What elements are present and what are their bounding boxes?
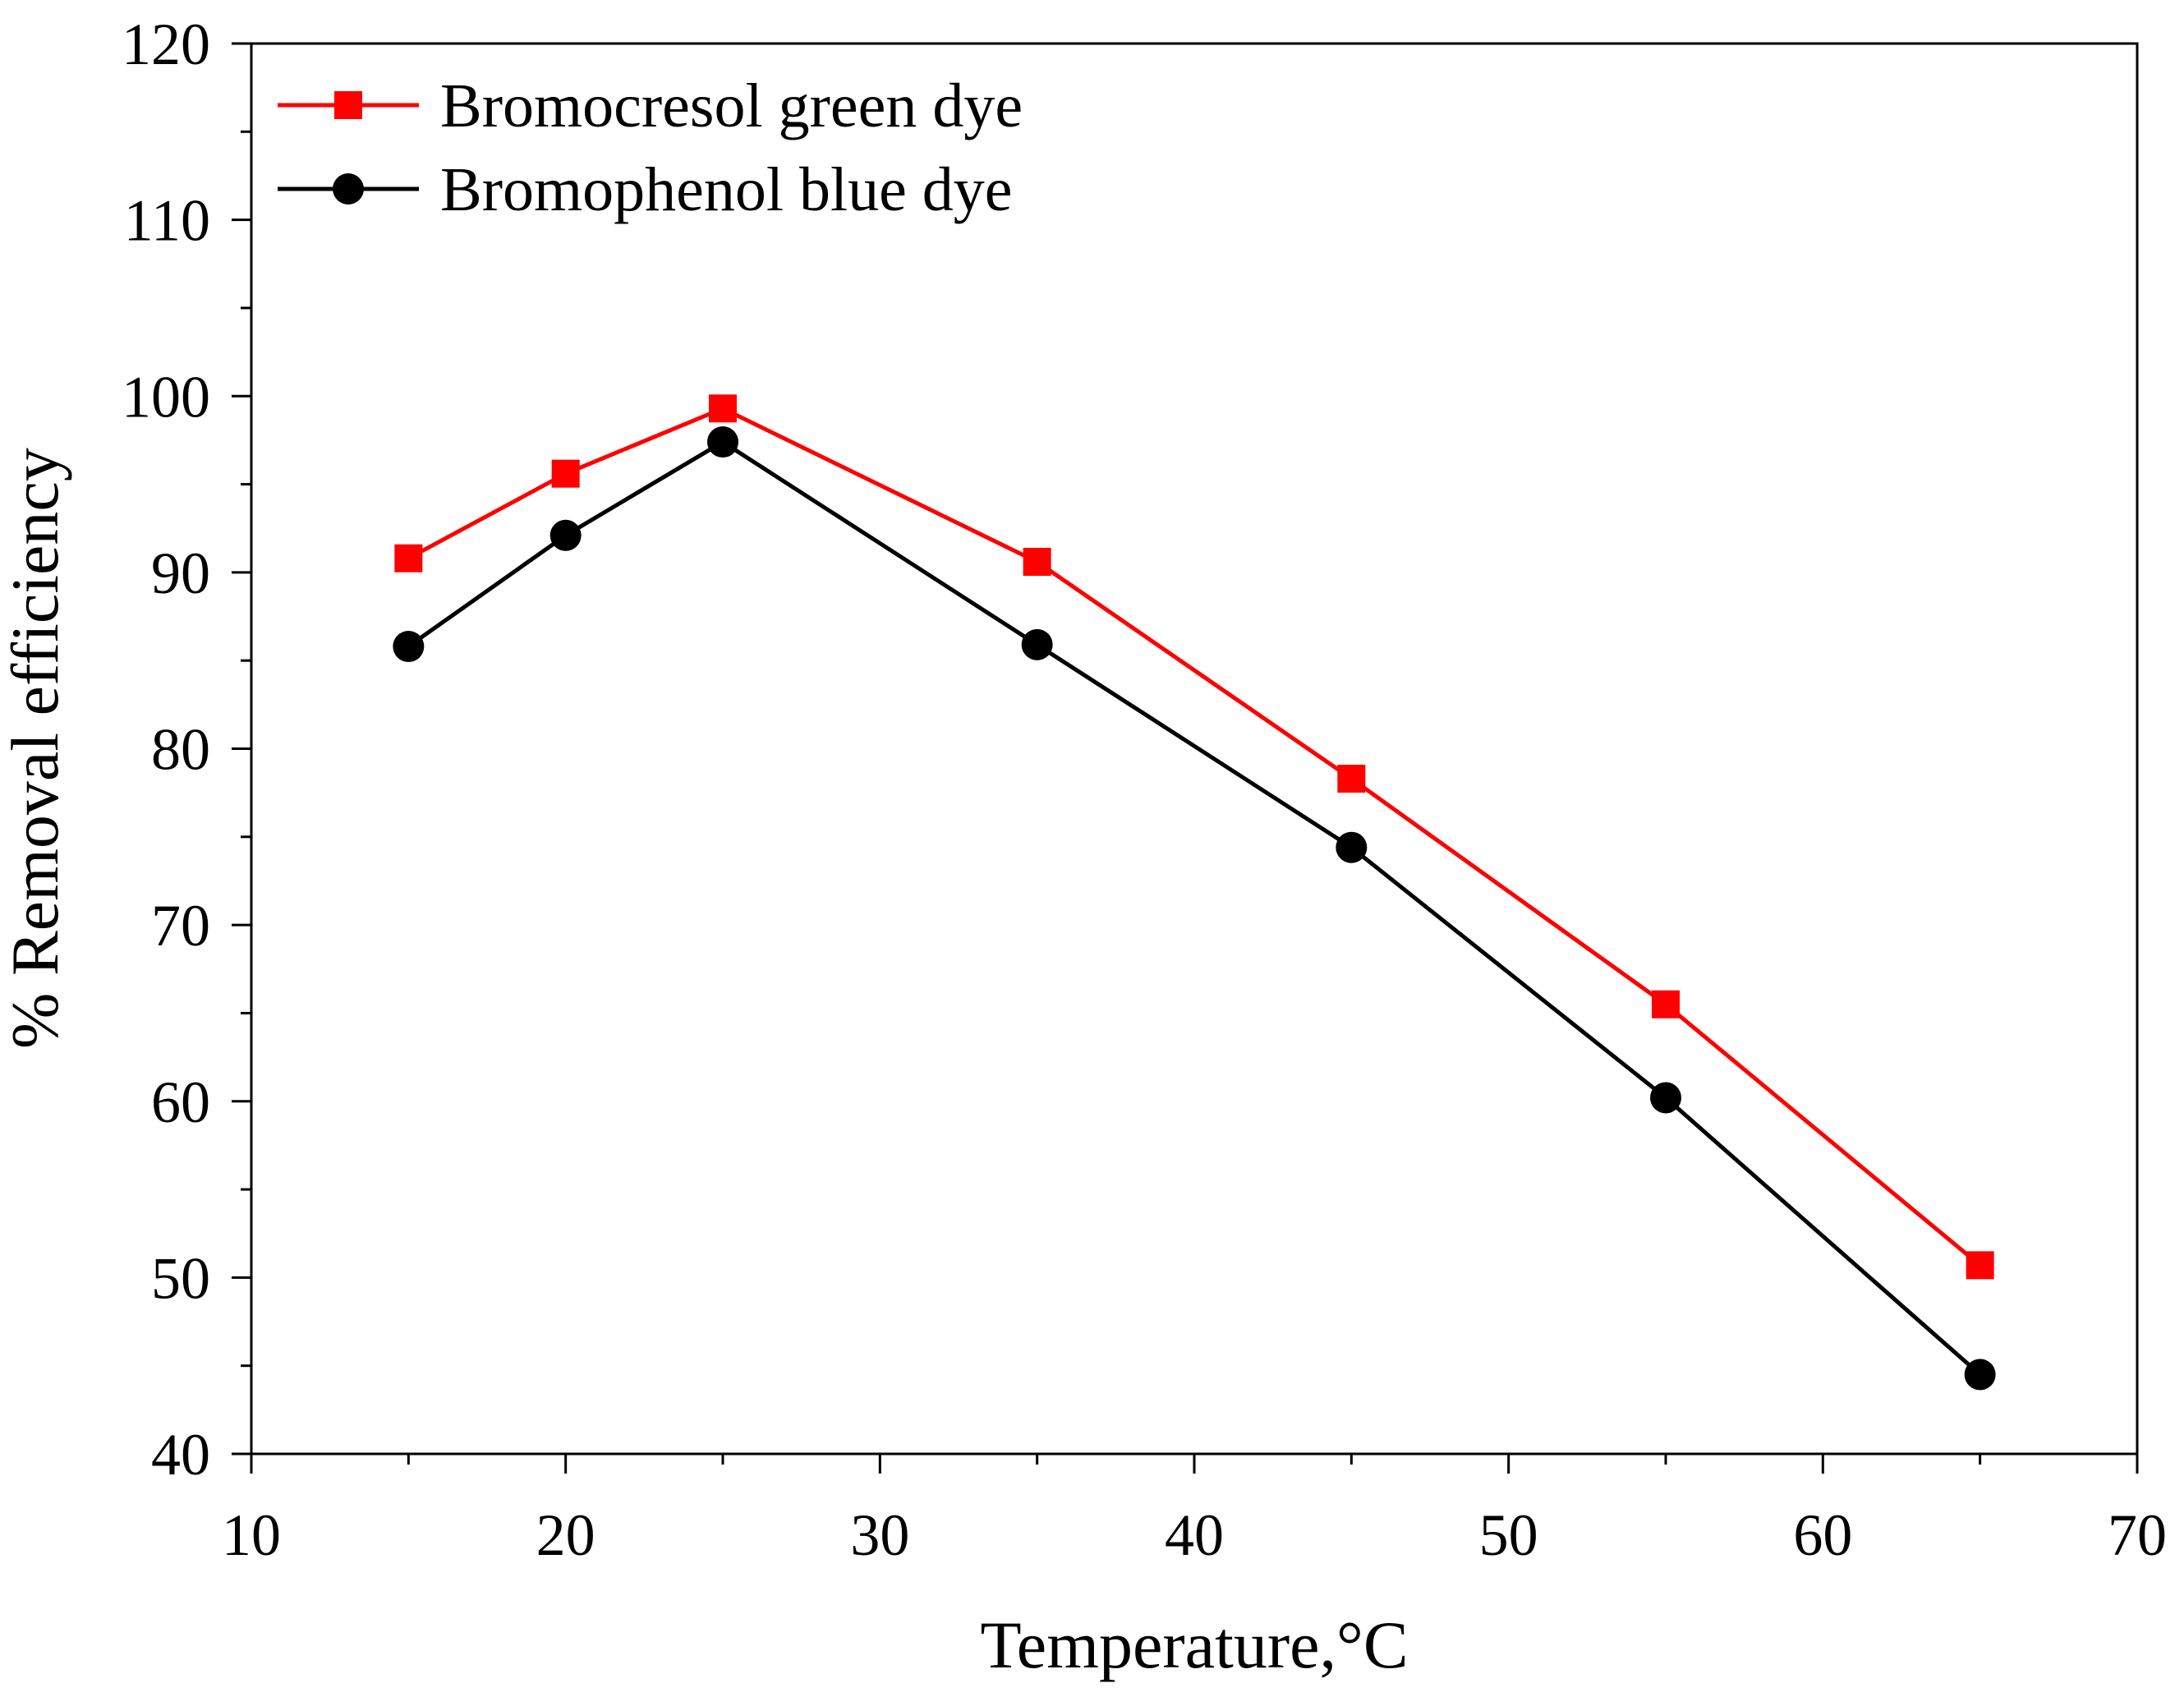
data-point xyxy=(551,459,580,488)
y-tick-label: 70 xyxy=(151,893,210,959)
y-tick-label: 60 xyxy=(151,1069,210,1135)
data-point xyxy=(707,426,738,458)
y-tick-label: 50 xyxy=(151,1245,210,1311)
data-point xyxy=(1652,990,1680,1019)
legend-marker xyxy=(334,91,362,119)
data-point xyxy=(1337,764,1366,793)
data-point xyxy=(1336,831,1368,863)
legend-marker xyxy=(333,173,364,205)
plot-frame xyxy=(250,42,2139,1456)
y-axis-label: % Removal efficiency xyxy=(0,448,72,1049)
x-tick-label: 10 xyxy=(222,1502,281,1568)
y-tick-label: 90 xyxy=(151,540,210,606)
data-point xyxy=(709,394,737,423)
series-1 xyxy=(394,394,1994,1280)
x-axis-label: Temperature,°C xyxy=(980,1607,1408,1682)
data-point xyxy=(549,519,582,551)
data-point xyxy=(1964,1359,1996,1391)
x-tick-label: 70 xyxy=(2108,1502,2167,1568)
y-axis-ticks: 40 50 60 70 80 90 100 110 120 xyxy=(122,11,251,1488)
y-tick-label: 40 xyxy=(151,1422,210,1488)
y-tick-label: 110 xyxy=(124,188,210,254)
data-point xyxy=(1650,1082,1681,1114)
data-point xyxy=(394,544,423,573)
series-layer xyxy=(393,394,1996,1391)
data-point xyxy=(1023,547,1051,576)
y-tick-label: 80 xyxy=(151,717,210,783)
data-point xyxy=(1021,628,1053,660)
series-1-line xyxy=(407,406,1982,1267)
x-tick-label: 30 xyxy=(850,1502,909,1568)
legend-label: Bromophenol blue dye xyxy=(440,155,1013,224)
series-2 xyxy=(393,426,1996,1391)
series-2-line xyxy=(407,439,1982,1377)
y-tick-label: 100 xyxy=(122,364,210,430)
legend-label: Bromocresol green dye xyxy=(440,71,1023,140)
legend: Bromocresol green dye Bromophenol blue dy… xyxy=(278,71,1023,224)
data-point xyxy=(1966,1251,1994,1280)
data-point xyxy=(393,631,425,663)
x-tick-label: 60 xyxy=(1793,1502,1852,1568)
x-tick-label: 50 xyxy=(1479,1502,1538,1568)
x-tick-label: 20 xyxy=(536,1502,595,1568)
x-tick-label: 40 xyxy=(1165,1502,1224,1568)
y-tick-label: 120 xyxy=(122,11,210,77)
x-axis-ticks: 10 20 30 40 50 60 70 xyxy=(222,1454,2167,1568)
